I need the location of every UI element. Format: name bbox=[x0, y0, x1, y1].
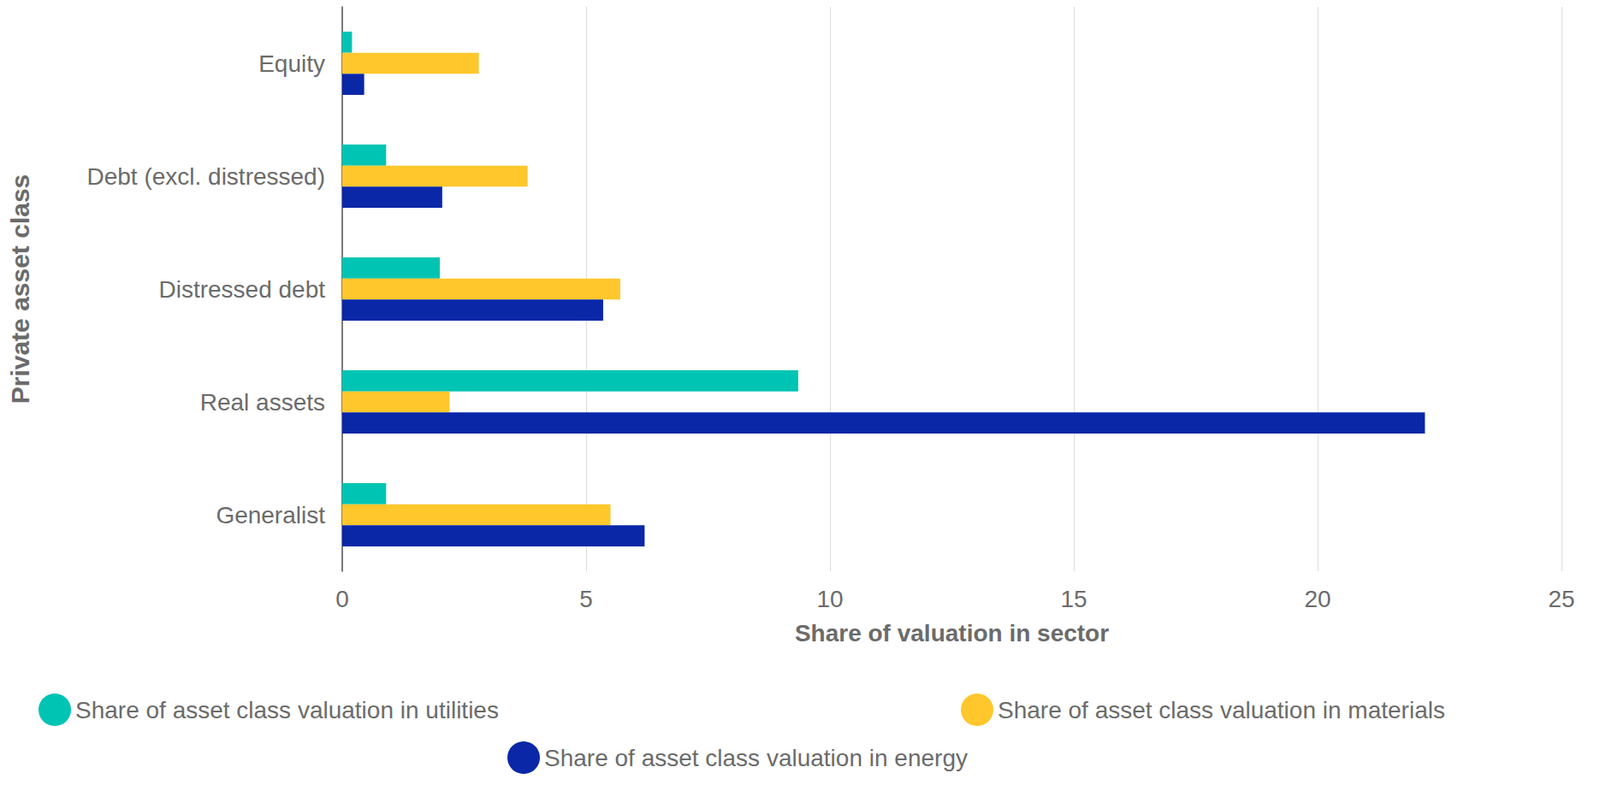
svg-text:Equity: Equity bbox=[258, 50, 326, 78]
svg-text:0: 0 bbox=[335, 586, 350, 613]
svg-text:10: 10 bbox=[816, 586, 843, 613]
svg-text:Share of asset class valuation: Share of asset class valuation in utilit… bbox=[75, 697, 499, 724]
svg-text:25: 25 bbox=[1547, 586, 1575, 613]
svg-text:Share of asset class valuation: Share of asset class valuation in energy bbox=[544, 745, 968, 772]
svg-text:Share of valuation in sector: Share of valuation in sector bbox=[794, 620, 1109, 647]
svg-text:Distressed debt: Distressed debt bbox=[158, 276, 326, 303]
svg-text:20: 20 bbox=[1303, 586, 1331, 613]
svg-text:Real assets: Real assets bbox=[200, 389, 326, 416]
svg-text:15: 15 bbox=[1060, 586, 1087, 613]
svg-text:Private asset class: Private asset class bbox=[5, 174, 35, 405]
svg-text:5: 5 bbox=[579, 586, 593, 613]
svg-text:Share of asset class valuation: Share of asset class valuation in materi… bbox=[997, 697, 1446, 724]
svg-text:Generalist: Generalist bbox=[215, 502, 326, 529]
svg-text:Debt (excl. distressed): Debt (excl. distressed) bbox=[86, 163, 326, 190]
